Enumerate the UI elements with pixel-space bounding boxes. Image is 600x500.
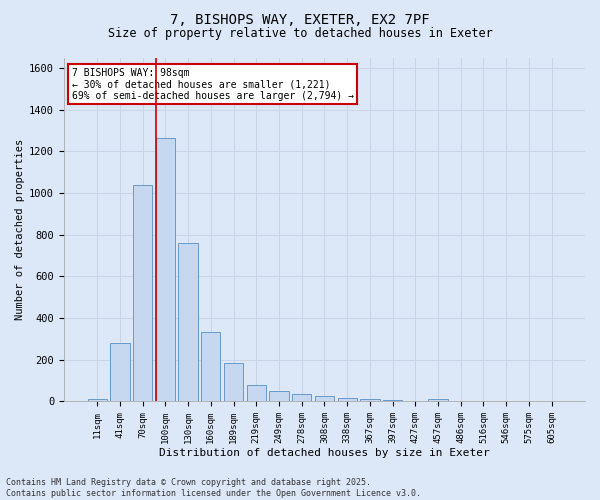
Text: 7 BISHOPS WAY: 98sqm
← 30% of detached houses are smaller (1,221)
69% of semi-de: 7 BISHOPS WAY: 98sqm ← 30% of detached h… xyxy=(72,68,354,101)
Bar xyxy=(315,396,334,402)
Bar xyxy=(178,243,198,402)
X-axis label: Distribution of detached houses by size in Exeter: Distribution of detached houses by size … xyxy=(159,448,490,458)
Bar xyxy=(201,332,220,402)
Bar xyxy=(428,399,448,402)
Bar xyxy=(338,398,357,402)
Bar xyxy=(133,184,152,402)
Bar xyxy=(156,138,175,402)
Bar xyxy=(88,400,107,402)
Bar xyxy=(292,394,311,402)
Bar xyxy=(110,343,130,402)
Bar xyxy=(247,385,266,402)
Bar xyxy=(224,363,243,402)
Text: Size of property relative to detached houses in Exeter: Size of property relative to detached ho… xyxy=(107,28,493,40)
Text: Contains HM Land Registry data © Crown copyright and database right 2025.
Contai: Contains HM Land Registry data © Crown c… xyxy=(6,478,421,498)
Bar xyxy=(269,392,289,402)
Text: 7, BISHOPS WAY, EXETER, EX2 7PF: 7, BISHOPS WAY, EXETER, EX2 7PF xyxy=(170,12,430,26)
Bar xyxy=(383,400,402,402)
Y-axis label: Number of detached properties: Number of detached properties xyxy=(15,139,25,320)
Bar xyxy=(360,400,380,402)
